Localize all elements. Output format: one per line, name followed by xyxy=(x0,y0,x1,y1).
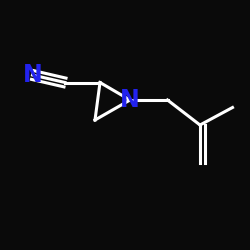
Text: N: N xyxy=(120,88,140,112)
Text: N: N xyxy=(22,63,42,87)
